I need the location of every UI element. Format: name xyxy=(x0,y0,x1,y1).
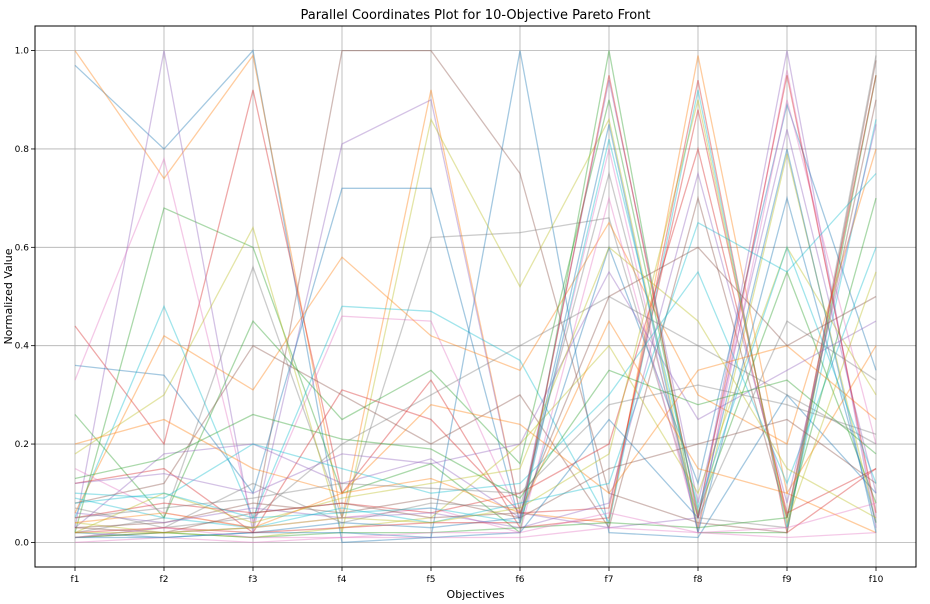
series-line xyxy=(74,89,877,528)
series-line xyxy=(74,49,877,544)
series-line xyxy=(74,55,877,534)
series-line xyxy=(74,102,877,526)
series-line xyxy=(74,99,877,530)
series-line xyxy=(74,527,877,544)
series-line xyxy=(74,246,877,534)
y-tick-label: 0.6 xyxy=(15,243,30,253)
series-line xyxy=(74,148,877,514)
x-tick-label: f2 xyxy=(160,575,169,585)
series-line xyxy=(74,49,877,539)
series-line xyxy=(74,75,877,534)
series-line xyxy=(74,99,877,519)
series-line xyxy=(74,170,877,529)
x-tick-label: f1 xyxy=(71,575,80,585)
series-line xyxy=(74,75,877,534)
series-line xyxy=(74,197,877,539)
series-line xyxy=(74,246,877,534)
series-line xyxy=(74,50,877,534)
series-line xyxy=(74,384,877,519)
x-tick-label: f9 xyxy=(783,575,792,585)
x-tick-label: f8 xyxy=(694,575,703,585)
x-tick-label: f10 xyxy=(869,575,884,585)
series-line xyxy=(74,418,877,529)
series-line xyxy=(74,99,877,534)
series-line xyxy=(74,146,877,519)
y-tick-labels: 0.0 0.2 0.4 0.6 0.8 1.0 xyxy=(15,47,35,548)
x-axis-label: Objectives xyxy=(447,588,505,601)
series-line xyxy=(74,124,877,539)
series-line xyxy=(74,344,877,495)
series-line xyxy=(74,79,877,534)
series-line xyxy=(74,245,877,539)
series-line xyxy=(74,247,877,499)
series-line xyxy=(74,70,877,533)
series-line xyxy=(74,502,877,539)
x-tick-label: f4 xyxy=(338,575,347,585)
series-line xyxy=(74,173,877,529)
y-tick-label: 0.4 xyxy=(15,342,30,352)
plot-frame xyxy=(34,25,917,568)
series-lines xyxy=(74,49,877,544)
series-line xyxy=(75,99,877,534)
y-tick-label: 1.0 xyxy=(15,47,30,57)
y-axis-label: Normalized Value xyxy=(2,248,15,344)
series-line xyxy=(74,50,877,533)
chart-title: Parallel Coordinates Plot for 10-Objecti… xyxy=(300,8,650,23)
series-line xyxy=(75,148,877,539)
series-line xyxy=(74,319,877,529)
series-line xyxy=(74,117,877,533)
series-line xyxy=(74,295,877,539)
series-line xyxy=(74,270,877,494)
y-tick-label: 0.0 xyxy=(15,538,30,548)
series-line xyxy=(74,79,877,529)
series-line xyxy=(74,50,877,534)
x-tick-labels: f1 f2 f3 f4 f5 f6 f7 f8 f9 f10 xyxy=(71,567,884,585)
series-line xyxy=(74,124,877,529)
x-tick-label: f3 xyxy=(249,575,258,585)
series-line xyxy=(74,369,877,499)
x-tick-label: f6 xyxy=(516,575,525,585)
series-line xyxy=(74,138,877,524)
x-tick-label: f7 xyxy=(605,575,614,585)
y-tick-label: 0.2 xyxy=(15,440,29,450)
x-tick-label: f5 xyxy=(427,575,436,585)
grid-layer xyxy=(35,26,916,567)
y-tick-label: 0.8 xyxy=(15,145,30,155)
